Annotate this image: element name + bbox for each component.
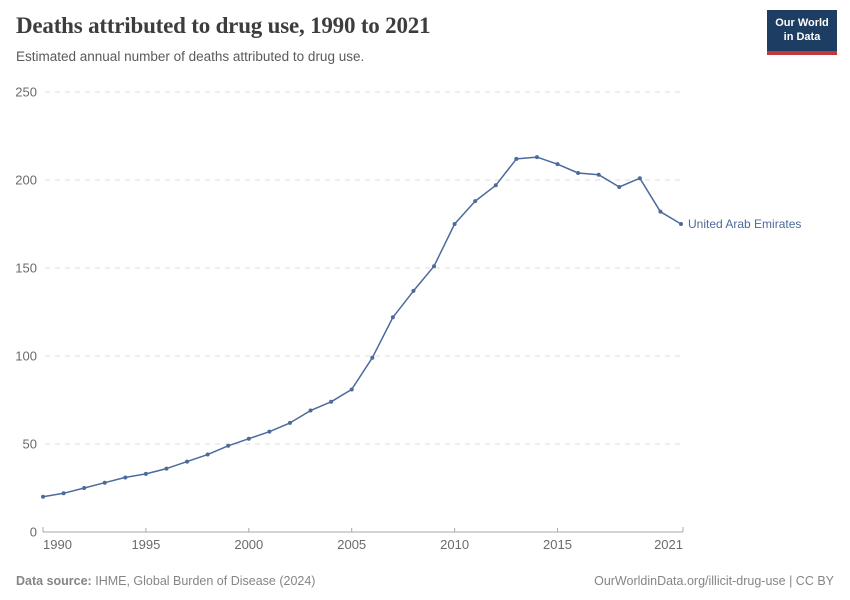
x-axis-tick-label: 2021 — [654, 537, 683, 552]
footer-link[interactable]: OurWorldinData.org/illicit-drug-use | CC… — [594, 574, 834, 588]
data-point[interactable] — [679, 222, 683, 226]
y-axis-tick-label: 150 — [15, 261, 37, 276]
data-source-note: Data source: IHME, Global Burden of Dise… — [16, 574, 315, 588]
x-axis-tick-label: 2000 — [234, 537, 263, 552]
x-axis-tick-label: 1990 — [43, 537, 72, 552]
data-point[interactable] — [41, 494, 45, 499]
data-point[interactable] — [185, 459, 190, 464]
data-point[interactable] — [596, 172, 601, 177]
data-point[interactable] — [102, 480, 107, 485]
data-point[interactable] — [411, 288, 416, 293]
data-point[interactable] — [164, 466, 169, 471]
owid-logo-line1: Our World — [775, 17, 829, 29]
data-point[interactable] — [287, 420, 292, 425]
data-point[interactable] — [576, 170, 581, 175]
chart-subtitle: Estimated annual number of deaths attrib… — [16, 48, 365, 64]
data-point[interactable] — [143, 471, 148, 476]
page-title: Deaths attributed to drug use, 1990 to 2… — [16, 13, 431, 38]
owid-logo-line2: in Data — [783, 30, 821, 43]
data-point[interactable] — [205, 452, 210, 457]
trend-line[interactable] — [42, 156, 682, 498]
data-point[interactable] — [534, 155, 539, 160]
data-source-label: Data source: — [16, 574, 92, 588]
data-point[interactable] — [514, 156, 519, 161]
footer: Data source: IHME, Global Burden of Dise… — [16, 574, 834, 588]
y-axis-tick-label: 250 — [15, 85, 37, 100]
data-point[interactable] — [370, 355, 375, 360]
data-point[interactable] — [308, 408, 313, 413]
header: Deaths attributed to drug use, 1990 to 2… — [16, 12, 760, 65]
data-point[interactable] — [452, 222, 457, 226]
data-point[interactable] — [432, 264, 437, 269]
data-source-value: IHME, Global Burden of Disease (2024) — [95, 574, 316, 588]
y-axis-tick-label: 200 — [15, 173, 37, 188]
y-axis-tick-label: 50 — [23, 437, 37, 452]
x-axis-tick-label: 1995 — [131, 537, 160, 552]
data-point[interactable] — [493, 183, 498, 188]
data-point[interactable] — [61, 491, 66, 496]
data-point[interactable] — [658, 209, 663, 214]
entity-label[interactable]: United Arab Emirates — [688, 217, 801, 231]
y-axis-tick-label: 0 — [30, 525, 37, 540]
data-point[interactable] — [329, 399, 334, 404]
data-point[interactable] — [226, 443, 231, 448]
data-point[interactable] — [246, 436, 251, 441]
data-point[interactable] — [349, 387, 354, 392]
data-point[interactable] — [123, 475, 128, 480]
x-axis-tick-label: 2005 — [337, 537, 366, 552]
x-axis-tick-label: 2015 — [543, 537, 572, 552]
data-point[interactable] — [555, 162, 560, 167]
data-point[interactable] — [267, 429, 272, 434]
x-axis-tick-label: 2010 — [440, 537, 469, 552]
y-axis-tick-label: 100 — [15, 349, 37, 364]
data-point[interactable] — [390, 315, 395, 320]
data-point[interactable] — [637, 176, 642, 181]
data-point[interactable] — [617, 185, 622, 190]
owid-logo[interactable]: Our World in Data — [767, 10, 837, 55]
data-point[interactable] — [82, 486, 87, 490]
data-point[interactable] — [473, 199, 478, 204]
